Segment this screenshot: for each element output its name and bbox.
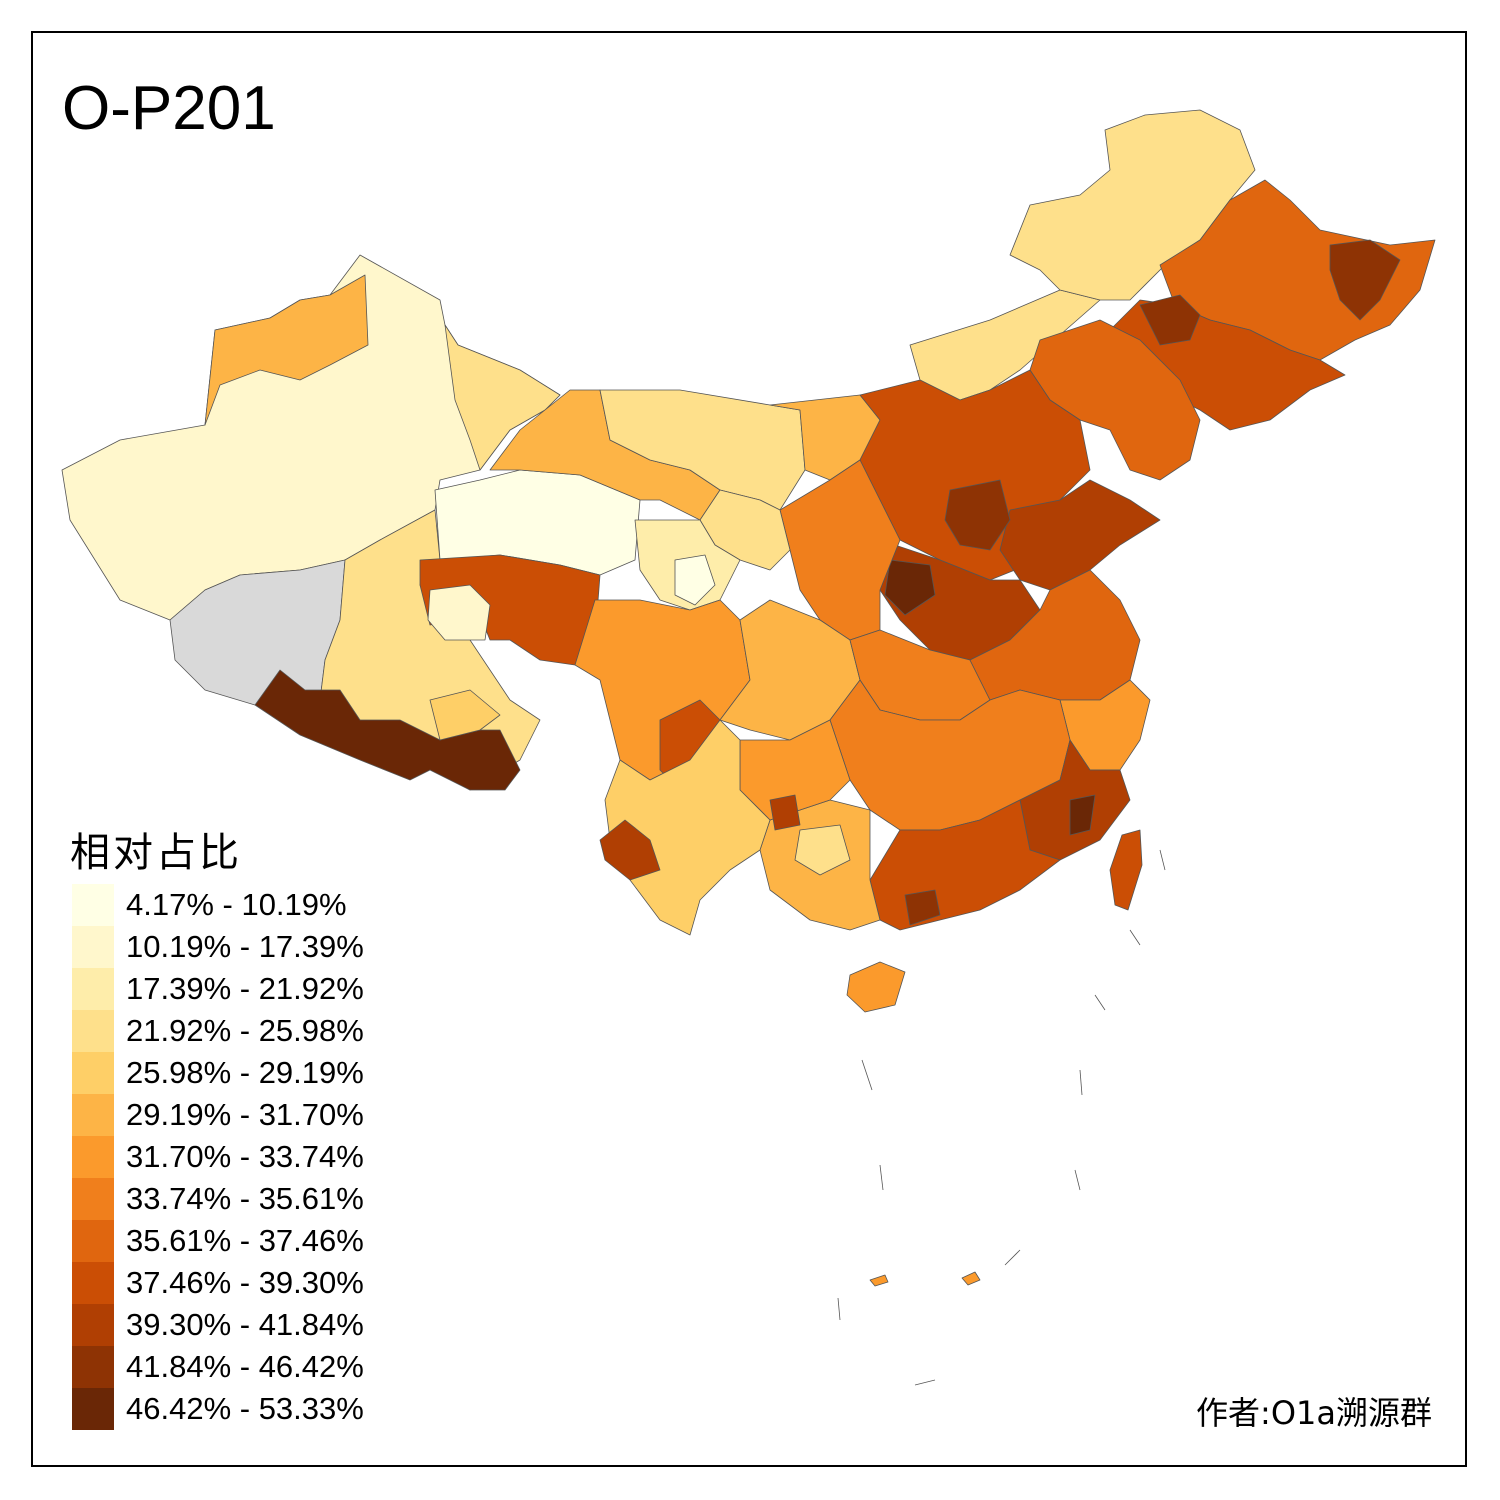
legend-swatch bbox=[72, 1010, 114, 1052]
legend-item: 10.19% - 17.39% bbox=[72, 926, 364, 968]
legend-item: 33.74% - 35.61% bbox=[72, 1178, 364, 1220]
region-guangdong-dark bbox=[904, 889, 941, 926]
region-shaanxi bbox=[779, 459, 901, 641]
legend-item: 41.84% - 46.42% bbox=[72, 1346, 364, 1388]
region-shandong bbox=[999, 479, 1161, 591]
legend: 4.17% - 10.19% 10.19% - 17.39% 17.39% - … bbox=[72, 884, 364, 1430]
region-xinjiang-east bbox=[444, 324, 561, 471]
legend-item: 35.61% - 37.46% bbox=[72, 1220, 364, 1262]
dash-line-1 bbox=[861, 1059, 873, 1091]
legend-swatch bbox=[72, 1052, 114, 1094]
legend-swatch bbox=[72, 1178, 114, 1220]
region-gansu-pale bbox=[674, 554, 716, 606]
region-tibet-east bbox=[429, 689, 501, 741]
legend-label: 31.70% - 33.74% bbox=[126, 1139, 364, 1174]
south-sea-island-orange-2 bbox=[869, 1274, 889, 1287]
dash-line-6 bbox=[1074, 1169, 1081, 1191]
region-northeast-dark bbox=[1139, 294, 1201, 346]
legend-label: 10.19% - 17.39% bbox=[126, 929, 364, 964]
map-title: O-P201 bbox=[62, 74, 276, 143]
legend-item: 4.17% - 10.19% bbox=[72, 884, 364, 926]
region-qinghai-south bbox=[419, 554, 601, 666]
legend-item: 25.98% - 29.19% bbox=[72, 1052, 364, 1094]
legend-label: 41.84% - 46.42% bbox=[126, 1349, 364, 1384]
legend-label: 29.19% - 31.70% bbox=[126, 1097, 364, 1132]
map-frame bbox=[31, 31, 1467, 1467]
dash-line-9 bbox=[1129, 929, 1141, 946]
legend-swatch bbox=[72, 968, 114, 1010]
region-northeast-dark-east bbox=[1329, 239, 1401, 321]
south-sea-island-orange bbox=[961, 1271, 981, 1286]
legend-item: 39.30% - 41.84% bbox=[72, 1304, 364, 1346]
legend-label: 25.98% - 29.19% bbox=[126, 1055, 364, 1090]
dash-line-4 bbox=[914, 1379, 936, 1386]
region-henan-dark bbox=[884, 559, 936, 616]
legend-item: 46.42% - 53.33% bbox=[72, 1388, 364, 1430]
legend-label: 39.30% - 41.84% bbox=[126, 1307, 364, 1342]
legend-item: 29.19% - 31.70% bbox=[72, 1094, 364, 1136]
legend-item: 37.46% - 39.30% bbox=[72, 1262, 364, 1304]
dash-line-8 bbox=[1094, 994, 1106, 1011]
region-hebei-dark bbox=[944, 479, 1011, 551]
legend-swatch bbox=[72, 1262, 114, 1304]
legend-label: 46.42% - 53.33% bbox=[126, 1391, 364, 1426]
legend-label: 4.17% - 10.19% bbox=[126, 887, 347, 922]
region-heilongjiang-north bbox=[1009, 109, 1256, 301]
dash-line-5 bbox=[1004, 1249, 1021, 1266]
legend-swatch bbox=[72, 926, 114, 968]
author-credit: 作者:O1a溯源群 bbox=[1196, 1394, 1432, 1432]
legend-swatch bbox=[72, 884, 114, 926]
legend-title: 相对占比 bbox=[70, 830, 242, 876]
dash-line-10 bbox=[1159, 849, 1166, 871]
dash-line-7 bbox=[1079, 1069, 1083, 1096]
legend-swatch bbox=[72, 1304, 114, 1346]
legend-swatch bbox=[72, 1388, 114, 1430]
legend-swatch bbox=[72, 1220, 114, 1262]
legend-label: 33.74% - 35.61% bbox=[126, 1181, 364, 1216]
region-guizhou-dark bbox=[769, 794, 801, 831]
legend-label: 17.39% - 21.92% bbox=[126, 971, 364, 1006]
legend-label: 37.46% - 39.30% bbox=[126, 1265, 364, 1300]
legend-swatch bbox=[72, 1094, 114, 1136]
region-guangxi-light bbox=[794, 824, 851, 876]
region-hainan bbox=[846, 961, 906, 1013]
legend-item: 31.70% - 33.74% bbox=[72, 1136, 364, 1178]
legend-swatch bbox=[72, 1346, 114, 1388]
region-qinghai-central-light bbox=[427, 584, 491, 641]
region-xinjiang-north bbox=[204, 274, 369, 426]
legend-item: 21.92% - 25.98% bbox=[72, 1010, 364, 1052]
legend-label: 21.92% - 25.98% bbox=[126, 1013, 364, 1048]
region-yunnan-dark bbox=[599, 819, 661, 881]
legend-label: 35.61% - 37.46% bbox=[126, 1223, 364, 1258]
legend-swatch bbox=[72, 1136, 114, 1178]
region-tibet-south-dark bbox=[254, 669, 521, 791]
region-taiwan bbox=[1109, 829, 1143, 911]
dash-line-3 bbox=[837, 1297, 841, 1321]
legend-item: 17.39% - 21.92% bbox=[72, 968, 364, 1010]
dash-line-2 bbox=[879, 1164, 884, 1191]
region-fujian-dark bbox=[1069, 794, 1096, 836]
